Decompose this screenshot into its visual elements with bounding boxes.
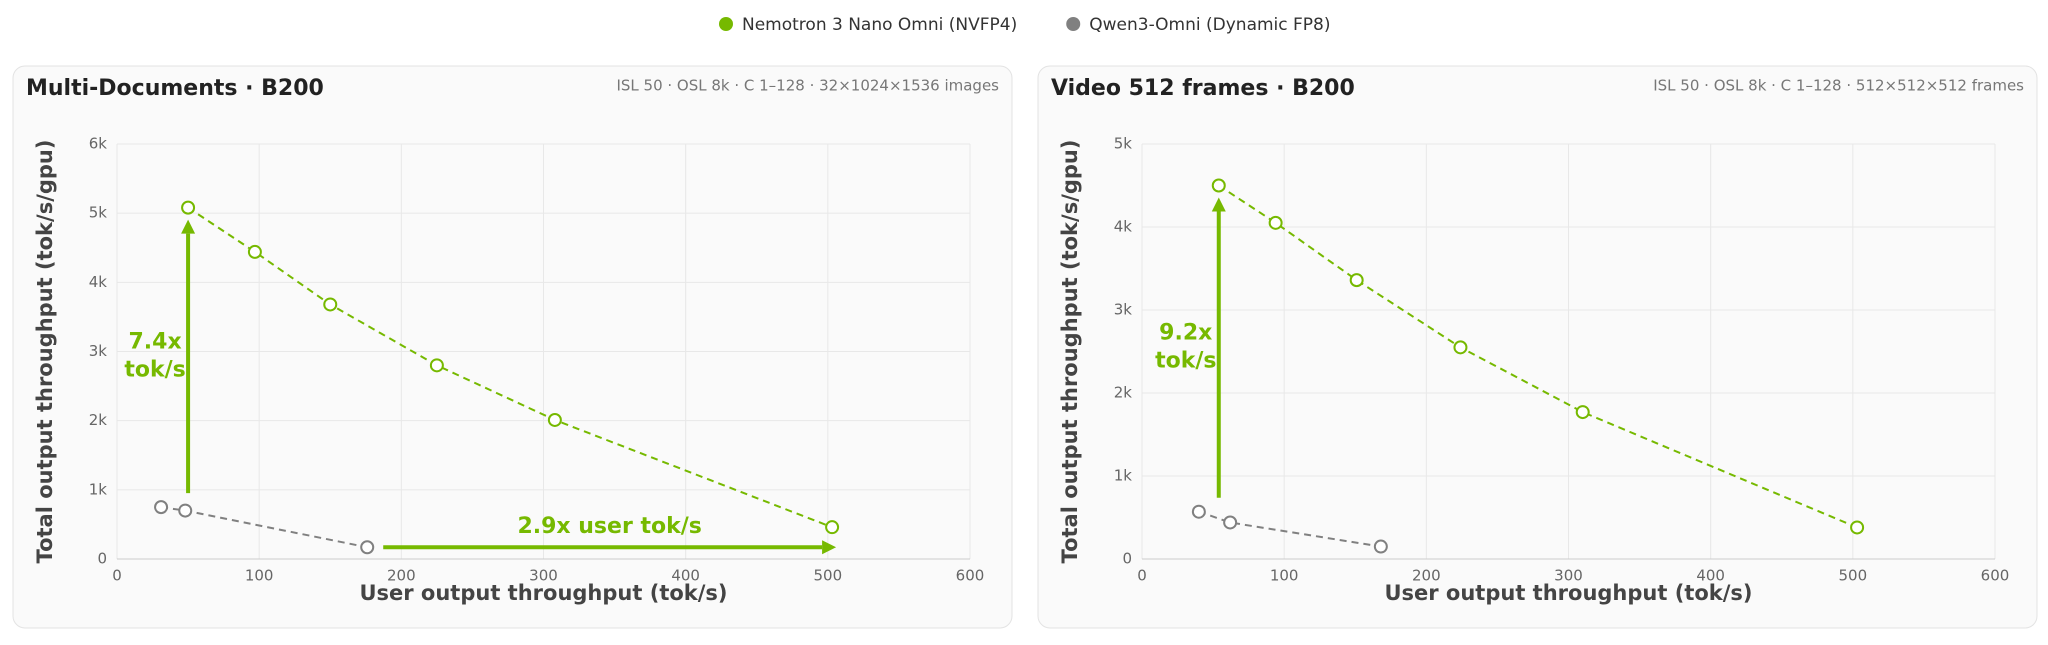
annotation-label: 9.2x	[1159, 321, 1212, 346]
x-tick-label: 300	[1554, 567, 1583, 585]
series-line	[187, 206, 833, 529]
y-tick-label: 3k	[1114, 301, 1133, 319]
data-point	[429, 358, 444, 373]
chart-title: Multi-Documents · B200	[26, 76, 324, 101]
x-tick-label: 0	[1137, 567, 1147, 585]
data-point	[154, 500, 169, 515]
chart-panel: Multi-Documents · B200 ISL 50 · OSL 8k · …	[12, 65, 1013, 629]
annotation-label: 2.9x user tok/s	[517, 514, 701, 539]
chart-subtitle: ISL 50 · OSL 8k · C 1–128 · 512×512×512 …	[1653, 77, 2024, 95]
y-tick-label: 2k	[1114, 384, 1133, 402]
legend-swatch	[719, 17, 733, 31]
y-tick-label: 6k	[89, 135, 108, 153]
x-axis-title: User output throughput (tok/s)	[359, 581, 727, 605]
y-tick-label: 4k	[89, 273, 108, 291]
data-point	[1453, 340, 1468, 355]
y-tick-label: 1k	[1114, 467, 1133, 485]
data-point	[1575, 405, 1590, 420]
data-point	[1223, 515, 1238, 530]
series-line	[1218, 184, 1858, 529]
x-tick-label: 600	[956, 567, 985, 585]
data-point	[1268, 215, 1283, 230]
data-point	[547, 412, 562, 427]
annotation-arrowhead	[1211, 197, 1226, 212]
data-point	[1349, 273, 1364, 288]
annotation-arrowhead	[822, 540, 837, 555]
annotation-label: tok/s	[1155, 349, 1216, 374]
legend-swatch	[1066, 17, 1081, 31]
data-point	[178, 503, 193, 518]
y-tick-label: 5k	[89, 204, 108, 222]
chart-panel: Video 512 frames · B200 ISL 50 · OSL 8k ·…	[1037, 65, 2038, 629]
data-point	[1850, 520, 1865, 535]
data-point	[1191, 504, 1206, 519]
legend: Nemotron 3 Nano Omni (NVFP4) Qwen3-Omni (…	[719, 15, 1331, 35]
y-axis-title: Total output throughput (tok/s/gpu)	[33, 140, 57, 564]
x-tick-label: 400	[1696, 567, 1725, 585]
y-axis-title: Total output throughput (tok/s/gpu)	[1058, 140, 1082, 564]
x-tick-label: 200	[387, 567, 416, 585]
y-tick-label: 2k	[89, 411, 108, 429]
x-tick-label: 600	[1981, 567, 2010, 585]
data-point	[1211, 178, 1226, 193]
annotation-label: tok/s	[124, 357, 185, 382]
data-point	[323, 297, 338, 312]
x-tick-label: 500	[1839, 567, 1868, 585]
data-point	[247, 244, 262, 259]
data-point	[360, 540, 375, 555]
y-tick-label: 0	[97, 550, 107, 568]
y-tick-label: 4k	[1114, 218, 1133, 236]
y-tick-label: 5k	[1114, 135, 1133, 153]
data-point	[181, 200, 196, 215]
chart-subtitle: ISL 50 · OSL 8k · C 1–128 · 32×1024×1536…	[616, 77, 999, 95]
y-tick-label: 0	[1122, 550, 1132, 568]
x-tick-label: 0	[112, 567, 122, 585]
x-tick-label: 200	[1412, 567, 1441, 585]
x-tick-label: 500	[814, 567, 843, 585]
x-tick-label: 100	[1270, 567, 1299, 585]
series-line	[1198, 510, 1381, 548]
annotation-label: 7.4x	[128, 329, 181, 354]
y-tick-label: 1k	[89, 480, 108, 498]
x-axis-title: User output throughput (tok/s)	[1384, 581, 1752, 605]
legend-label: Qwen3-Omni (Dynamic FP8)	[1089, 15, 1330, 35]
y-tick-label: 3k	[89, 342, 108, 360]
chart-title: Video 512 frames · B200	[1051, 76, 1355, 101]
x-tick-label: 400	[671, 567, 700, 585]
x-tick-label: 100	[245, 567, 274, 585]
data-point	[825, 520, 840, 535]
legend-label: Nemotron 3 Nano Omni (NVFP4)	[742, 15, 1017, 35]
data-point	[1373, 539, 1388, 554]
x-tick-label: 300	[529, 567, 558, 585]
annotation-arrowhead	[181, 219, 196, 234]
